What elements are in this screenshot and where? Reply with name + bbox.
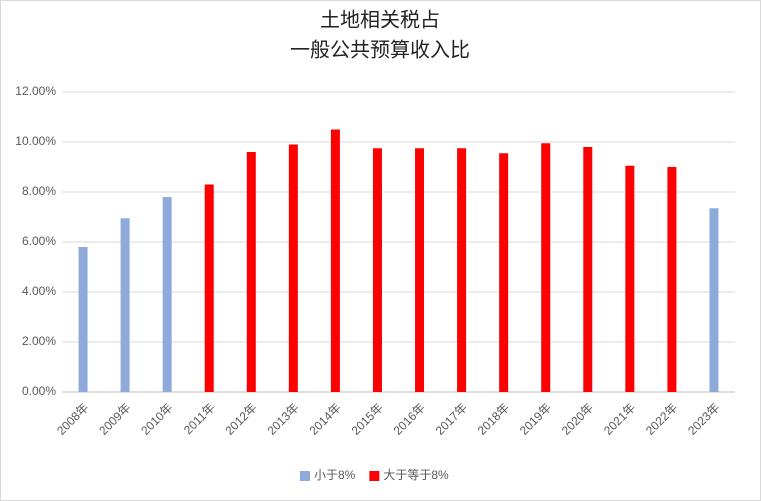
y-tick-label: 8.00% — [22, 184, 56, 198]
legend-label: 大于等于8% — [383, 468, 449, 482]
bar — [204, 184, 214, 392]
bar — [120, 218, 130, 392]
chart-title: 一般公共预算收入比 — [290, 39, 470, 62]
bar — [667, 167, 677, 392]
bar — [457, 148, 467, 392]
legend-label: 小于8% — [314, 468, 356, 482]
bar — [162, 197, 172, 392]
bar — [330, 129, 340, 392]
y-tick-label: 2.00% — [22, 334, 56, 348]
y-tick-label: 6.00% — [22, 234, 56, 248]
bar — [499, 153, 509, 392]
bar — [78, 247, 88, 392]
bar — [625, 165, 635, 392]
bar — [583, 147, 593, 392]
bar — [246, 152, 256, 392]
bar — [288, 144, 298, 392]
y-tick-label: 0.00% — [22, 384, 56, 398]
y-tick-label: 10.00% — [15, 134, 56, 148]
bar — [541, 143, 551, 392]
chart-title: 土地相关税占 — [320, 9, 440, 32]
bar — [709, 208, 719, 392]
bar — [415, 148, 425, 392]
y-tick-label: 12.00% — [15, 84, 56, 98]
legend-swatch — [369, 471, 380, 481]
bar — [372, 148, 382, 392]
legend-swatch — [300, 471, 310, 481]
y-tick-label: 4.00% — [22, 284, 56, 298]
